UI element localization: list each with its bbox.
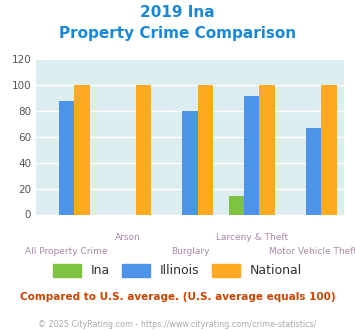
Bar: [306, 128, 321, 214]
Text: 2019 Ina: 2019 Ina: [140, 5, 215, 20]
Bar: [136, 85, 151, 214]
Bar: [182, 111, 198, 214]
Text: © 2025 CityRating.com - https://www.cityrating.com/crime-statistics/: © 2025 CityRating.com - https://www.city…: [38, 320, 317, 329]
Legend: Ina, Illinois, National: Ina, Illinois, National: [48, 259, 307, 282]
Text: Arson: Arson: [115, 233, 141, 242]
Bar: [244, 96, 260, 214]
Bar: [59, 101, 74, 214]
Text: Motor Vehicle Theft: Motor Vehicle Theft: [269, 248, 355, 256]
Bar: [321, 85, 337, 214]
Text: Compared to U.S. average. (U.S. average equals 100): Compared to U.S. average. (U.S. average …: [20, 292, 335, 302]
Text: Larceny & Theft: Larceny & Theft: [215, 233, 288, 242]
Text: All Property Crime: All Property Crime: [25, 248, 108, 256]
Text: Burglary: Burglary: [171, 248, 209, 256]
Bar: [229, 196, 244, 214]
Bar: [198, 85, 213, 214]
Bar: [74, 85, 89, 214]
Bar: [260, 85, 275, 214]
Text: Property Crime Comparison: Property Crime Comparison: [59, 26, 296, 41]
